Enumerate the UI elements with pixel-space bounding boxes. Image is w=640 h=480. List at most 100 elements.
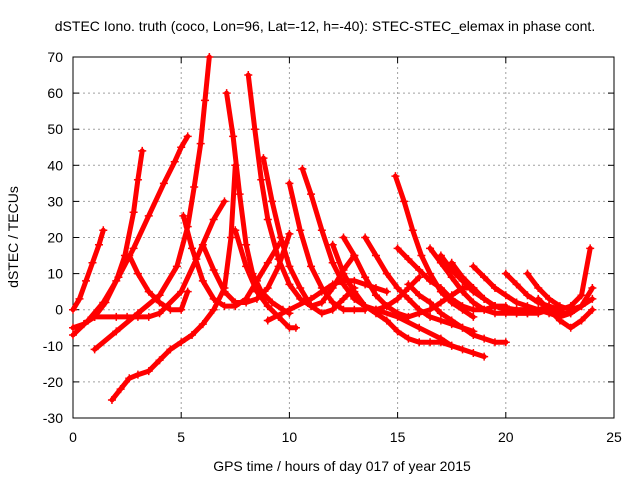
data-point (523, 291, 532, 300)
data-point (172, 262, 181, 271)
x-tick-label: 20 (498, 429, 514, 445)
data-point (588, 305, 597, 314)
data-point (263, 302, 272, 311)
data-point (480, 334, 489, 343)
data-point (382, 269, 391, 278)
data-point (361, 233, 370, 242)
data-point (231, 226, 240, 235)
data-point (371, 251, 380, 260)
data-point (545, 294, 554, 303)
x-tick-labels: 0 5 10 15 20 25 (69, 429, 622, 445)
data-point (144, 312, 153, 321)
x-axis-label: GPS time / hours of day 017 of year 2015 (213, 458, 471, 474)
data-point (555, 302, 564, 311)
data-point (252, 287, 261, 296)
series-8 (179, 211, 283, 311)
data-point (84, 316, 93, 325)
data-point (307, 302, 316, 311)
x-tick-label: 0 (69, 429, 77, 445)
data-point (404, 334, 413, 343)
series-line (224, 90, 292, 316)
data-point (436, 316, 445, 325)
data-point (125, 251, 134, 260)
data-point (116, 385, 125, 394)
data-point (129, 244, 138, 253)
data-point (307, 190, 316, 199)
data-point (69, 323, 77, 332)
axis-ticks (72, 56, 615, 419)
data-point (415, 305, 424, 314)
data-point (190, 182, 199, 191)
data-point (138, 146, 147, 155)
data-point (220, 302, 229, 311)
y-tick-label: 0 (55, 302, 63, 318)
series-30 (534, 294, 597, 332)
data-point (112, 327, 121, 336)
data-point (125, 374, 134, 383)
data-point (317, 287, 326, 296)
data-point (404, 280, 413, 289)
data-point (155, 356, 164, 365)
data-point (382, 287, 391, 296)
data-point (382, 302, 391, 311)
series-11 (231, 226, 300, 332)
data-point (129, 208, 138, 217)
data-point (436, 251, 445, 260)
series-2 (69, 146, 147, 332)
data-point (426, 269, 435, 278)
data-point (179, 211, 188, 220)
data-point (296, 284, 305, 293)
data-point (177, 287, 186, 296)
data-point (285, 280, 294, 289)
data-point (90, 312, 99, 321)
data-point (490, 302, 499, 311)
data-point (183, 132, 192, 141)
data-point (177, 338, 186, 347)
series-line (405, 281, 509, 345)
data-point (188, 330, 197, 339)
y-tick-labels: -30 -20 -10 0 10 20 30 40 50 60 70 (43, 49, 63, 426)
data-point (242, 298, 251, 307)
data-point (201, 96, 210, 105)
data-point (501, 269, 510, 278)
data-point (577, 316, 586, 325)
data-point (328, 280, 337, 289)
data-point (220, 197, 229, 206)
data-point (415, 273, 424, 282)
data-point (298, 164, 307, 173)
data-point (268, 197, 277, 206)
series-line (70, 133, 191, 338)
data-point (242, 262, 251, 271)
data-point (112, 312, 121, 321)
data-point (480, 352, 489, 361)
data-point (555, 312, 564, 321)
data-point (69, 330, 77, 339)
series-9 (198, 229, 294, 307)
data-point (415, 291, 424, 300)
data-point (404, 255, 413, 264)
data-point (291, 323, 300, 332)
data-point (170, 157, 179, 166)
chart-title: dSTEC Iono. truth (coco, Lon=96, Lat=-12… (55, 18, 595, 34)
series-line (92, 198, 227, 320)
data-point (276, 233, 285, 242)
data-point (447, 258, 456, 267)
data-point (242, 240, 251, 249)
data-point (534, 294, 543, 303)
x-tick-label: 10 (282, 429, 298, 445)
data-point (307, 262, 316, 271)
data-point (188, 244, 197, 253)
data-point (166, 305, 175, 314)
data-point (133, 269, 142, 278)
data-point (458, 323, 467, 332)
data-point (566, 309, 575, 318)
series-26 (371, 305, 489, 361)
data-point (198, 320, 207, 329)
data-point (393, 244, 402, 253)
data-point (501, 291, 510, 300)
data-point (205, 53, 214, 61)
data-point (480, 305, 489, 314)
data-point (296, 226, 305, 235)
data-point (159, 179, 168, 188)
